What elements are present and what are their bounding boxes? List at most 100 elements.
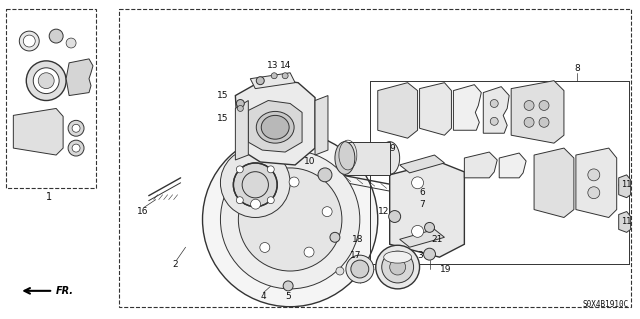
Circle shape: [390, 259, 406, 275]
Circle shape: [424, 248, 435, 260]
Circle shape: [330, 232, 340, 242]
Circle shape: [220, 150, 360, 289]
Circle shape: [68, 140, 84, 156]
Ellipse shape: [256, 111, 294, 143]
Text: 4: 4: [260, 292, 266, 301]
Text: 13: 13: [266, 61, 278, 70]
Circle shape: [336, 267, 344, 275]
Text: 15: 15: [217, 114, 228, 123]
Circle shape: [412, 226, 424, 237]
Text: 21: 21: [431, 235, 443, 244]
Circle shape: [588, 169, 600, 181]
Circle shape: [220, 148, 290, 218]
Text: 7: 7: [420, 200, 426, 209]
Text: 6: 6: [420, 188, 426, 197]
Polygon shape: [236, 100, 248, 160]
Text: 1: 1: [46, 192, 52, 202]
Circle shape: [271, 73, 277, 79]
Text: 15: 15: [217, 91, 228, 100]
Circle shape: [539, 100, 549, 110]
Ellipse shape: [335, 142, 355, 174]
Circle shape: [539, 117, 549, 127]
Polygon shape: [420, 83, 451, 135]
Polygon shape: [345, 142, 390, 175]
Circle shape: [38, 73, 54, 89]
Circle shape: [68, 120, 84, 136]
Circle shape: [251, 199, 260, 209]
Circle shape: [23, 35, 35, 47]
Polygon shape: [13, 108, 63, 155]
Polygon shape: [399, 155, 444, 173]
Circle shape: [256, 77, 264, 85]
Circle shape: [260, 242, 270, 252]
Text: 16: 16: [137, 207, 148, 216]
Circle shape: [304, 247, 314, 257]
Text: 5: 5: [285, 292, 291, 301]
Text: 19: 19: [440, 264, 451, 273]
Polygon shape: [66, 59, 93, 96]
Circle shape: [424, 222, 435, 232]
Circle shape: [388, 211, 401, 222]
Polygon shape: [534, 148, 574, 218]
Text: FR.: FR.: [56, 286, 74, 296]
Text: 10: 10: [303, 158, 315, 167]
Circle shape: [524, 100, 534, 110]
Circle shape: [26, 61, 66, 100]
Bar: [119, 9, 630, 307]
Polygon shape: [390, 162, 465, 257]
Circle shape: [72, 124, 80, 132]
Circle shape: [234, 163, 277, 207]
Circle shape: [66, 38, 76, 48]
Circle shape: [318, 168, 332, 182]
Ellipse shape: [261, 115, 289, 139]
Circle shape: [351, 260, 369, 278]
Text: 11: 11: [621, 217, 631, 226]
Text: 8: 8: [574, 64, 580, 73]
Text: 2: 2: [173, 260, 179, 269]
Text: 17: 17: [350, 251, 362, 260]
Circle shape: [236, 166, 243, 173]
Circle shape: [524, 117, 534, 127]
Circle shape: [268, 197, 275, 204]
Bar: [6, 9, 96, 188]
Text: 14: 14: [280, 61, 291, 70]
Circle shape: [238, 168, 342, 271]
Text: 3: 3: [417, 251, 423, 260]
Text: 18: 18: [352, 235, 364, 244]
Polygon shape: [619, 175, 630, 198]
Polygon shape: [465, 152, 497, 178]
Polygon shape: [248, 100, 302, 152]
Circle shape: [72, 144, 80, 152]
Polygon shape: [619, 211, 630, 232]
Circle shape: [381, 251, 413, 283]
Circle shape: [236, 100, 244, 108]
Polygon shape: [483, 87, 509, 133]
Text: 11: 11: [621, 180, 631, 189]
Circle shape: [289, 177, 299, 187]
Circle shape: [33, 68, 59, 93]
Circle shape: [346, 255, 374, 283]
Circle shape: [19, 31, 39, 51]
Text: 12: 12: [378, 207, 390, 216]
Polygon shape: [453, 85, 481, 130]
Circle shape: [412, 177, 424, 189]
Circle shape: [268, 166, 275, 173]
Text: 9: 9: [390, 144, 396, 152]
Polygon shape: [576, 148, 617, 218]
Circle shape: [490, 117, 498, 125]
Circle shape: [283, 281, 293, 291]
Circle shape: [588, 187, 600, 199]
Circle shape: [236, 197, 243, 204]
Circle shape: [322, 207, 332, 217]
Circle shape: [237, 106, 243, 111]
Text: S0X4B1910C: S0X4B1910C: [582, 300, 628, 309]
Circle shape: [49, 29, 63, 43]
Ellipse shape: [380, 142, 399, 174]
Circle shape: [376, 245, 420, 289]
Polygon shape: [511, 81, 564, 143]
Polygon shape: [399, 229, 444, 247]
Polygon shape: [236, 79, 315, 165]
Polygon shape: [315, 96, 328, 155]
Circle shape: [490, 100, 498, 108]
Polygon shape: [499, 153, 526, 178]
